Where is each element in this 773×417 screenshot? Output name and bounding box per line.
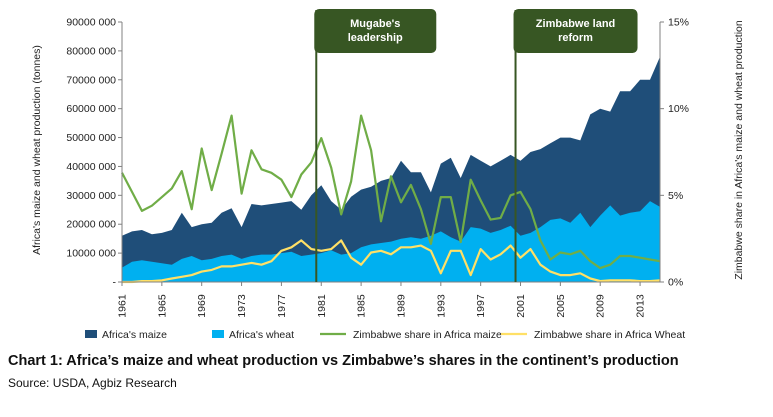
x-tick-label: 1981 [316, 294, 328, 318]
y2-tick-label: 10% [668, 103, 689, 115]
chart-source: Source: USDA, Agbiz Research [8, 376, 177, 390]
x-tick-label: 1969 [196, 294, 208, 318]
y2-tick-label: 15% [668, 17, 689, 29]
y2-tick-label: 0% [668, 277, 683, 289]
legend-label-zimbabwe-share-in-africa-maize: Zimbabwe share in Africa maize [353, 329, 502, 341]
annotation-label-1: Mugabe's [350, 18, 400, 30]
legend-label-africa-s-maize: Africa's maize [102, 329, 167, 341]
annotation-box-2 [513, 9, 638, 53]
annotation-label-1: leadership [348, 32, 403, 44]
legend-swatch-africa-s-maize [85, 330, 97, 338]
y-tick-label: 30000 000 [66, 190, 116, 202]
series-line-zimbabwe-share-in-africa-maize [121, 114, 661, 270]
y2-tick-label: 5% [668, 190, 683, 202]
plot-area [121, 56, 661, 284]
y-tick-label: 70000 000 [66, 74, 116, 86]
y-tick-label: 10000 000 [66, 248, 116, 260]
x-tick-label: 2009 [595, 294, 607, 318]
series-area-africa-s-wheat [122, 201, 660, 282]
x-tick-label: 1997 [475, 294, 487, 318]
x-tick-label: 1965 [156, 294, 168, 318]
x-tick-label: 1985 [356, 294, 368, 318]
annotation-label-2: Zimbabwe land [536, 18, 615, 30]
x-tick-label: 1977 [276, 294, 288, 318]
series-line-zimbabwe-share-in-africa-wheat [122, 239, 661, 284]
x-tick-label: 2005 [555, 294, 567, 318]
y-tick-label: 60000 000 [66, 103, 116, 115]
x-tick-label: 1973 [236, 294, 248, 318]
legend-swatch-africa-s-wheat [212, 330, 224, 338]
legend-label-africa-s-wheat: Africa's wheat [229, 329, 294, 341]
series-area-africa-s-maize [122, 56, 660, 283]
y-tick-label: 40000 000 [66, 161, 116, 173]
annotation-label-2: reform [558, 32, 593, 44]
y-tick-label: 90000 000 [66, 17, 116, 29]
legend-label-zimbabwe-share-in-africa-wheat: Zimbabwe share in Africa Wheat [534, 329, 685, 341]
annotations: Mugabe's leadership Zimbabwe land reform [314, 9, 638, 282]
x-tick-label: 2001 [515, 294, 527, 318]
x-tick-label: 1993 [435, 294, 447, 318]
annotation-box-1 [314, 9, 437, 53]
chart-caption: Chart 1: Africa’s maize and wheat produc… [8, 353, 679, 369]
y2-axis-title: Zimbabwe share in Africa's maize and whe… [733, 20, 745, 280]
y-axis-title: Africa's maize and wheat production (ton… [31, 45, 43, 255]
x-tick-label: 1961 [117, 294, 129, 318]
x-tick-label: 2013 [635, 294, 647, 318]
x-tick-label: 1989 [395, 294, 407, 318]
legend: Africa's maize Africa's wheat Zimbabwe sha… [85, 329, 685, 341]
y-tick-label: 20000 000 [66, 219, 116, 231]
y-tick-label: 50000 000 [66, 132, 116, 144]
y-tick-label: 80000 000 [66, 45, 116, 57]
y-tick-label: - [113, 277, 117, 289]
chart: - 10000 000 20000 000 30000 000 40000 000 500… [31, 9, 745, 341]
axes: - 10000 000 20000 000 30000 000 40000 000 500… [66, 17, 689, 318]
